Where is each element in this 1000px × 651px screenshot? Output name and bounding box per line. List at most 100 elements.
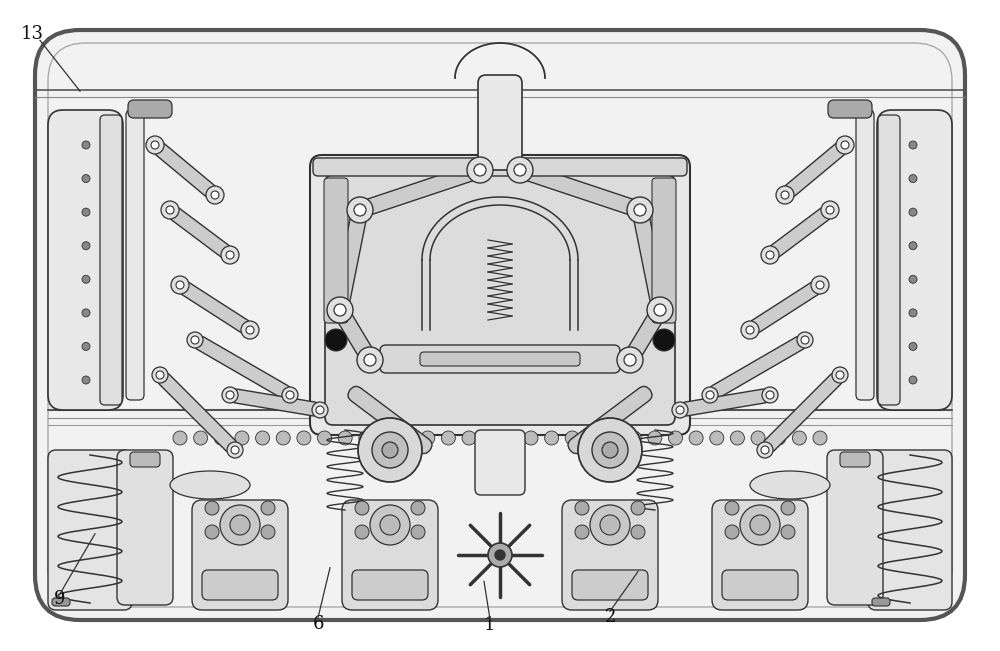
Circle shape: [909, 174, 917, 182]
FancyBboxPatch shape: [48, 450, 132, 610]
FancyBboxPatch shape: [359, 164, 481, 215]
Circle shape: [191, 336, 199, 344]
Text: 6: 6: [312, 615, 324, 633]
Circle shape: [507, 157, 533, 183]
Circle shape: [841, 141, 849, 149]
FancyBboxPatch shape: [475, 430, 525, 495]
Circle shape: [634, 204, 646, 216]
Circle shape: [836, 136, 854, 154]
FancyBboxPatch shape: [680, 389, 770, 416]
Circle shape: [909, 275, 917, 283]
FancyBboxPatch shape: [126, 110, 144, 400]
FancyBboxPatch shape: [877, 110, 952, 410]
FancyBboxPatch shape: [130, 452, 160, 467]
Circle shape: [702, 387, 718, 403]
Circle shape: [354, 204, 366, 216]
FancyBboxPatch shape: [158, 372, 237, 452]
Circle shape: [176, 281, 184, 289]
Circle shape: [227, 442, 243, 458]
FancyBboxPatch shape: [380, 345, 620, 373]
Circle shape: [222, 387, 238, 403]
FancyBboxPatch shape: [230, 389, 320, 416]
Circle shape: [380, 515, 400, 535]
Circle shape: [82, 275, 90, 283]
Ellipse shape: [170, 471, 250, 499]
FancyBboxPatch shape: [763, 372, 842, 452]
FancyBboxPatch shape: [872, 598, 890, 606]
FancyBboxPatch shape: [840, 452, 870, 467]
Circle shape: [334, 304, 346, 316]
FancyBboxPatch shape: [52, 598, 70, 606]
Circle shape: [766, 251, 774, 259]
FancyBboxPatch shape: [333, 210, 367, 311]
Circle shape: [327, 297, 353, 323]
FancyBboxPatch shape: [478, 75, 522, 170]
Circle shape: [205, 501, 219, 515]
FancyBboxPatch shape: [100, 115, 122, 405]
Circle shape: [211, 191, 219, 199]
Circle shape: [82, 376, 90, 384]
FancyBboxPatch shape: [768, 207, 832, 258]
FancyBboxPatch shape: [128, 100, 172, 118]
Circle shape: [836, 371, 844, 379]
Circle shape: [82, 309, 90, 317]
Circle shape: [421, 431, 435, 445]
Circle shape: [627, 431, 641, 445]
FancyBboxPatch shape: [352, 570, 428, 600]
Circle shape: [467, 157, 493, 183]
Circle shape: [297, 431, 311, 445]
Circle shape: [813, 431, 827, 445]
FancyBboxPatch shape: [568, 386, 652, 454]
Circle shape: [82, 208, 90, 216]
FancyBboxPatch shape: [633, 210, 667, 311]
FancyBboxPatch shape: [709, 336, 806, 399]
Circle shape: [575, 501, 589, 515]
FancyBboxPatch shape: [35, 30, 965, 620]
Text: 1: 1: [484, 616, 496, 634]
FancyBboxPatch shape: [572, 570, 648, 600]
Circle shape: [647, 297, 673, 323]
Circle shape: [230, 515, 250, 535]
FancyBboxPatch shape: [313, 158, 687, 176]
Circle shape: [474, 164, 486, 176]
Circle shape: [776, 186, 794, 204]
Circle shape: [441, 431, 455, 445]
Circle shape: [654, 304, 666, 316]
FancyBboxPatch shape: [712, 500, 808, 610]
Circle shape: [231, 446, 239, 454]
Circle shape: [206, 186, 224, 204]
Circle shape: [781, 501, 795, 515]
Circle shape: [909, 242, 917, 250]
Circle shape: [746, 326, 754, 334]
Circle shape: [82, 242, 90, 250]
FancyBboxPatch shape: [348, 386, 432, 454]
Circle shape: [826, 206, 834, 214]
Circle shape: [226, 391, 234, 399]
Circle shape: [750, 515, 770, 535]
FancyBboxPatch shape: [562, 500, 658, 610]
Circle shape: [627, 197, 653, 223]
Circle shape: [364, 354, 376, 366]
Circle shape: [161, 201, 179, 219]
Circle shape: [706, 391, 714, 399]
Circle shape: [325, 329, 347, 351]
Text: 13: 13: [20, 25, 44, 43]
Circle shape: [672, 402, 688, 418]
Circle shape: [82, 342, 90, 350]
Circle shape: [503, 431, 517, 445]
FancyBboxPatch shape: [336, 309, 374, 361]
Circle shape: [411, 525, 425, 539]
Circle shape: [607, 431, 621, 445]
FancyBboxPatch shape: [626, 309, 664, 361]
Circle shape: [372, 432, 408, 468]
Circle shape: [648, 431, 662, 445]
FancyBboxPatch shape: [749, 281, 821, 333]
Circle shape: [710, 431, 724, 445]
FancyBboxPatch shape: [194, 336, 291, 399]
FancyBboxPatch shape: [722, 570, 798, 600]
Circle shape: [488, 543, 512, 567]
Circle shape: [725, 525, 739, 539]
Circle shape: [400, 431, 414, 445]
Circle shape: [359, 431, 373, 445]
Text: 2: 2: [604, 608, 616, 626]
